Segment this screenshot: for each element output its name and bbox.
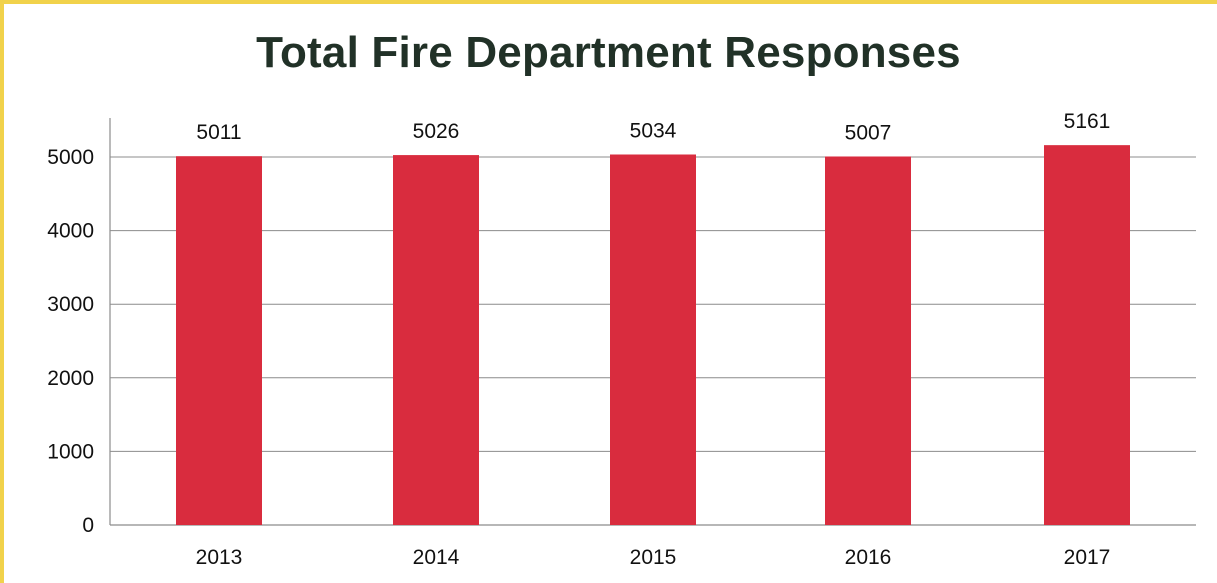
data-label-2015: 5034 [630, 119, 677, 142]
y-tick-label-2000: 2000 [47, 367, 94, 390]
y-tick-label-4000: 4000 [47, 220, 94, 243]
data-label-2014: 5026 [413, 120, 460, 143]
bar-2014 [393, 155, 479, 525]
bars [176, 145, 1130, 526]
chart-title: Total Fire Department Responses [256, 28, 961, 77]
x-tick-label-2017: 2017 [1064, 546, 1111, 569]
y-tick-label-0: 0 [82, 514, 94, 537]
bar-2016 [825, 156, 911, 525]
y-axis-tick-labels: 0 1000 2000 3000 4000 5000 [47, 146, 94, 537]
data-label-2017: 5161 [1064, 110, 1111, 133]
x-tick-label-2013: 2013 [196, 546, 243, 569]
bar-2015 [610, 154, 696, 525]
data-label-2016: 5007 [845, 121, 892, 144]
bar-2013 [176, 156, 262, 525]
y-tick-label-5000: 5000 [47, 146, 94, 169]
x-axis-tick-labels: 2013 2014 2015 2016 2017 [196, 546, 1111, 569]
y-tick-label-3000: 3000 [47, 293, 94, 316]
y-tick-label-1000: 1000 [47, 440, 94, 463]
x-tick-label-2016: 2016 [845, 546, 892, 569]
data-label-2013: 5011 [196, 121, 241, 144]
data-labels: 5011 5026 5034 5007 5161 [196, 110, 1110, 144]
bar-2017 [1044, 145, 1130, 526]
x-tick-label-2015: 2015 [630, 546, 677, 569]
x-tick-label-2014: 2014 [413, 546, 460, 569]
